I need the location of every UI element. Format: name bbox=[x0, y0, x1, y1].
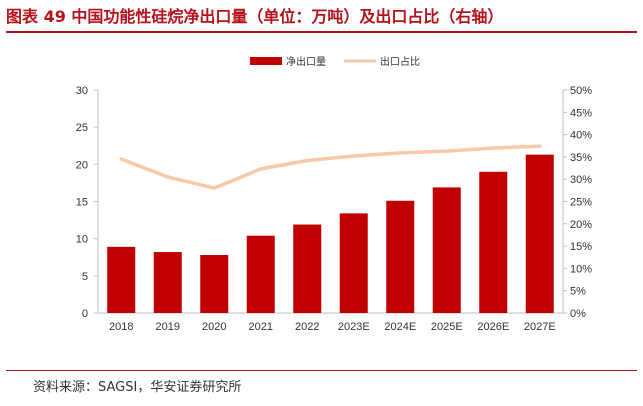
y-left-tick-label: 25 bbox=[76, 122, 88, 134]
chart-title: 图表 49 中国功能性硅烷净出口量（单位：万吨）及出口占比（右轴） bbox=[6, 7, 504, 26]
y-right-tick-label: 10% bbox=[570, 263, 592, 275]
chart-legend: 净出口量 出口占比 bbox=[250, 55, 420, 68]
y-right-tick-label: 15% bbox=[570, 241, 592, 253]
bar-2024E bbox=[386, 200, 415, 313]
bar-2026E bbox=[479, 171, 508, 313]
x-tick-label: 2020 bbox=[202, 321, 226, 333]
y-left-tick-label: 10 bbox=[76, 234, 88, 246]
source-note: 资料来源：SAGSI，华安证券研究所 bbox=[33, 380, 242, 395]
y-right-tick-label: 20% bbox=[570, 219, 592, 231]
x-tick-label: 2026E bbox=[477, 321, 509, 333]
legend-label-line: 出口占比 bbox=[380, 55, 420, 68]
y-left-tick-label: 30 bbox=[76, 85, 88, 97]
y-axis-left-labels: 0 5 10 15 20 25 30 bbox=[76, 85, 88, 320]
y-right-tick-label: 0% bbox=[570, 308, 586, 320]
y-right-tick-label: 45% bbox=[570, 107, 592, 119]
export-share-line bbox=[119, 144, 542, 190]
y-left-tick-label: 15 bbox=[76, 197, 88, 209]
x-tick-label: 2018 bbox=[109, 321, 133, 333]
source-divider bbox=[6, 370, 637, 371]
line-series bbox=[119, 144, 542, 190]
y-left-tick-label: 5 bbox=[82, 271, 88, 283]
y-axis-right-labels: 0% 5% 10% 15% 20% 25% 30% 35% 40% 45% 50% bbox=[570, 85, 592, 320]
y-left-tick-label: 20 bbox=[76, 159, 88, 171]
bar-series bbox=[107, 154, 554, 313]
title-divider bbox=[6, 31, 637, 33]
bar-2019 bbox=[153, 252, 182, 313]
y-right-tick-label: 5% bbox=[570, 286, 586, 298]
legend-label-bar: 净出口量 bbox=[286, 55, 326, 68]
x-axis-labels: 2018 2019 2020 2021 2022 2023E 2024E 2025E 2026E… bbox=[109, 321, 556, 333]
x-tick-label: 2027E bbox=[524, 321, 556, 333]
bar-2021 bbox=[246, 235, 275, 313]
bar-2022 bbox=[293, 224, 322, 313]
bar-2020 bbox=[200, 255, 229, 313]
x-tick-label: 2022 bbox=[295, 321, 319, 333]
x-tick-label: 2023E bbox=[338, 321, 370, 333]
x-tick-label: 2025E bbox=[431, 321, 463, 333]
y-right-tick-label: 30% bbox=[570, 174, 592, 186]
bar-2025E bbox=[432, 187, 461, 313]
bar-2027E bbox=[525, 154, 554, 313]
y-right-tick-label: 25% bbox=[570, 197, 592, 209]
y-right-tick-label: 50% bbox=[570, 85, 592, 97]
bar-2023E bbox=[339, 213, 368, 313]
legend-swatch-bar bbox=[250, 57, 282, 65]
chart-area: 净出口量 出口占比 2018 2019 2020 2021 2022 2023E 2024E… bbox=[76, 55, 592, 333]
bar-2018 bbox=[107, 246, 136, 313]
x-tick-label: 2021 bbox=[249, 321, 273, 333]
y-left-tick-label: 0 bbox=[82, 308, 88, 320]
x-tick-label: 2019 bbox=[156, 321, 180, 333]
y-right-tick-label: 40% bbox=[570, 130, 592, 142]
y-right-tick-label: 35% bbox=[570, 152, 592, 164]
x-tick-label: 2024E bbox=[384, 321, 416, 333]
